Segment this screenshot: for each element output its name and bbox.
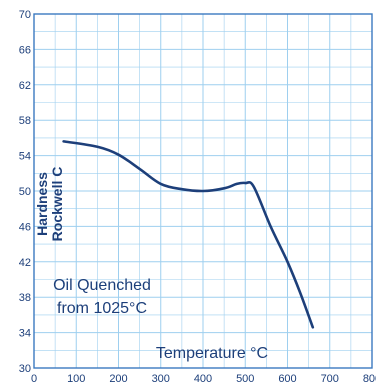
x-tick-label: 100 xyxy=(67,373,85,384)
grid-layer xyxy=(33,13,373,369)
y-tick-label: 50 xyxy=(19,186,31,198)
annotation-line-2: from 1025°C xyxy=(57,300,147,317)
x-tick-label: 600 xyxy=(278,373,296,384)
y-tick-label: 62 xyxy=(19,80,31,92)
x-tick-label: 800 xyxy=(363,373,376,384)
x-tick-label: 200 xyxy=(109,373,127,384)
y-tick-label: 66 xyxy=(19,44,31,56)
x-tick-label: 300 xyxy=(152,373,170,384)
plot-frame-layer xyxy=(33,13,373,369)
y-tick-label: 58 xyxy=(19,115,31,127)
y-tick-label: 54 xyxy=(19,151,31,163)
y-axis-label-line-1: Hardness xyxy=(34,172,50,236)
x-tick-label: 400 xyxy=(194,373,212,384)
x-tick-label: 0 xyxy=(31,373,37,384)
plot-frame xyxy=(33,13,373,369)
x-tick-label: 500 xyxy=(236,373,254,384)
y-tick-label: 38 xyxy=(19,292,31,304)
y-axis-label-line-2: Rockwell C xyxy=(49,167,65,242)
hardness-curve xyxy=(62,140,315,329)
y-tick-label: 70 xyxy=(19,9,31,21)
x-axis-label: Temperature °C xyxy=(156,345,268,362)
y-tick-label: 34 xyxy=(19,328,31,340)
y-tick-label: 46 xyxy=(19,221,31,233)
series-layer xyxy=(62,140,315,329)
y-tick-label: 42 xyxy=(19,257,31,269)
y-tick-label: 30 xyxy=(19,363,31,375)
x-tick-label: 700 xyxy=(321,373,339,384)
annotation-line-1: Oil Quenched xyxy=(53,277,151,294)
